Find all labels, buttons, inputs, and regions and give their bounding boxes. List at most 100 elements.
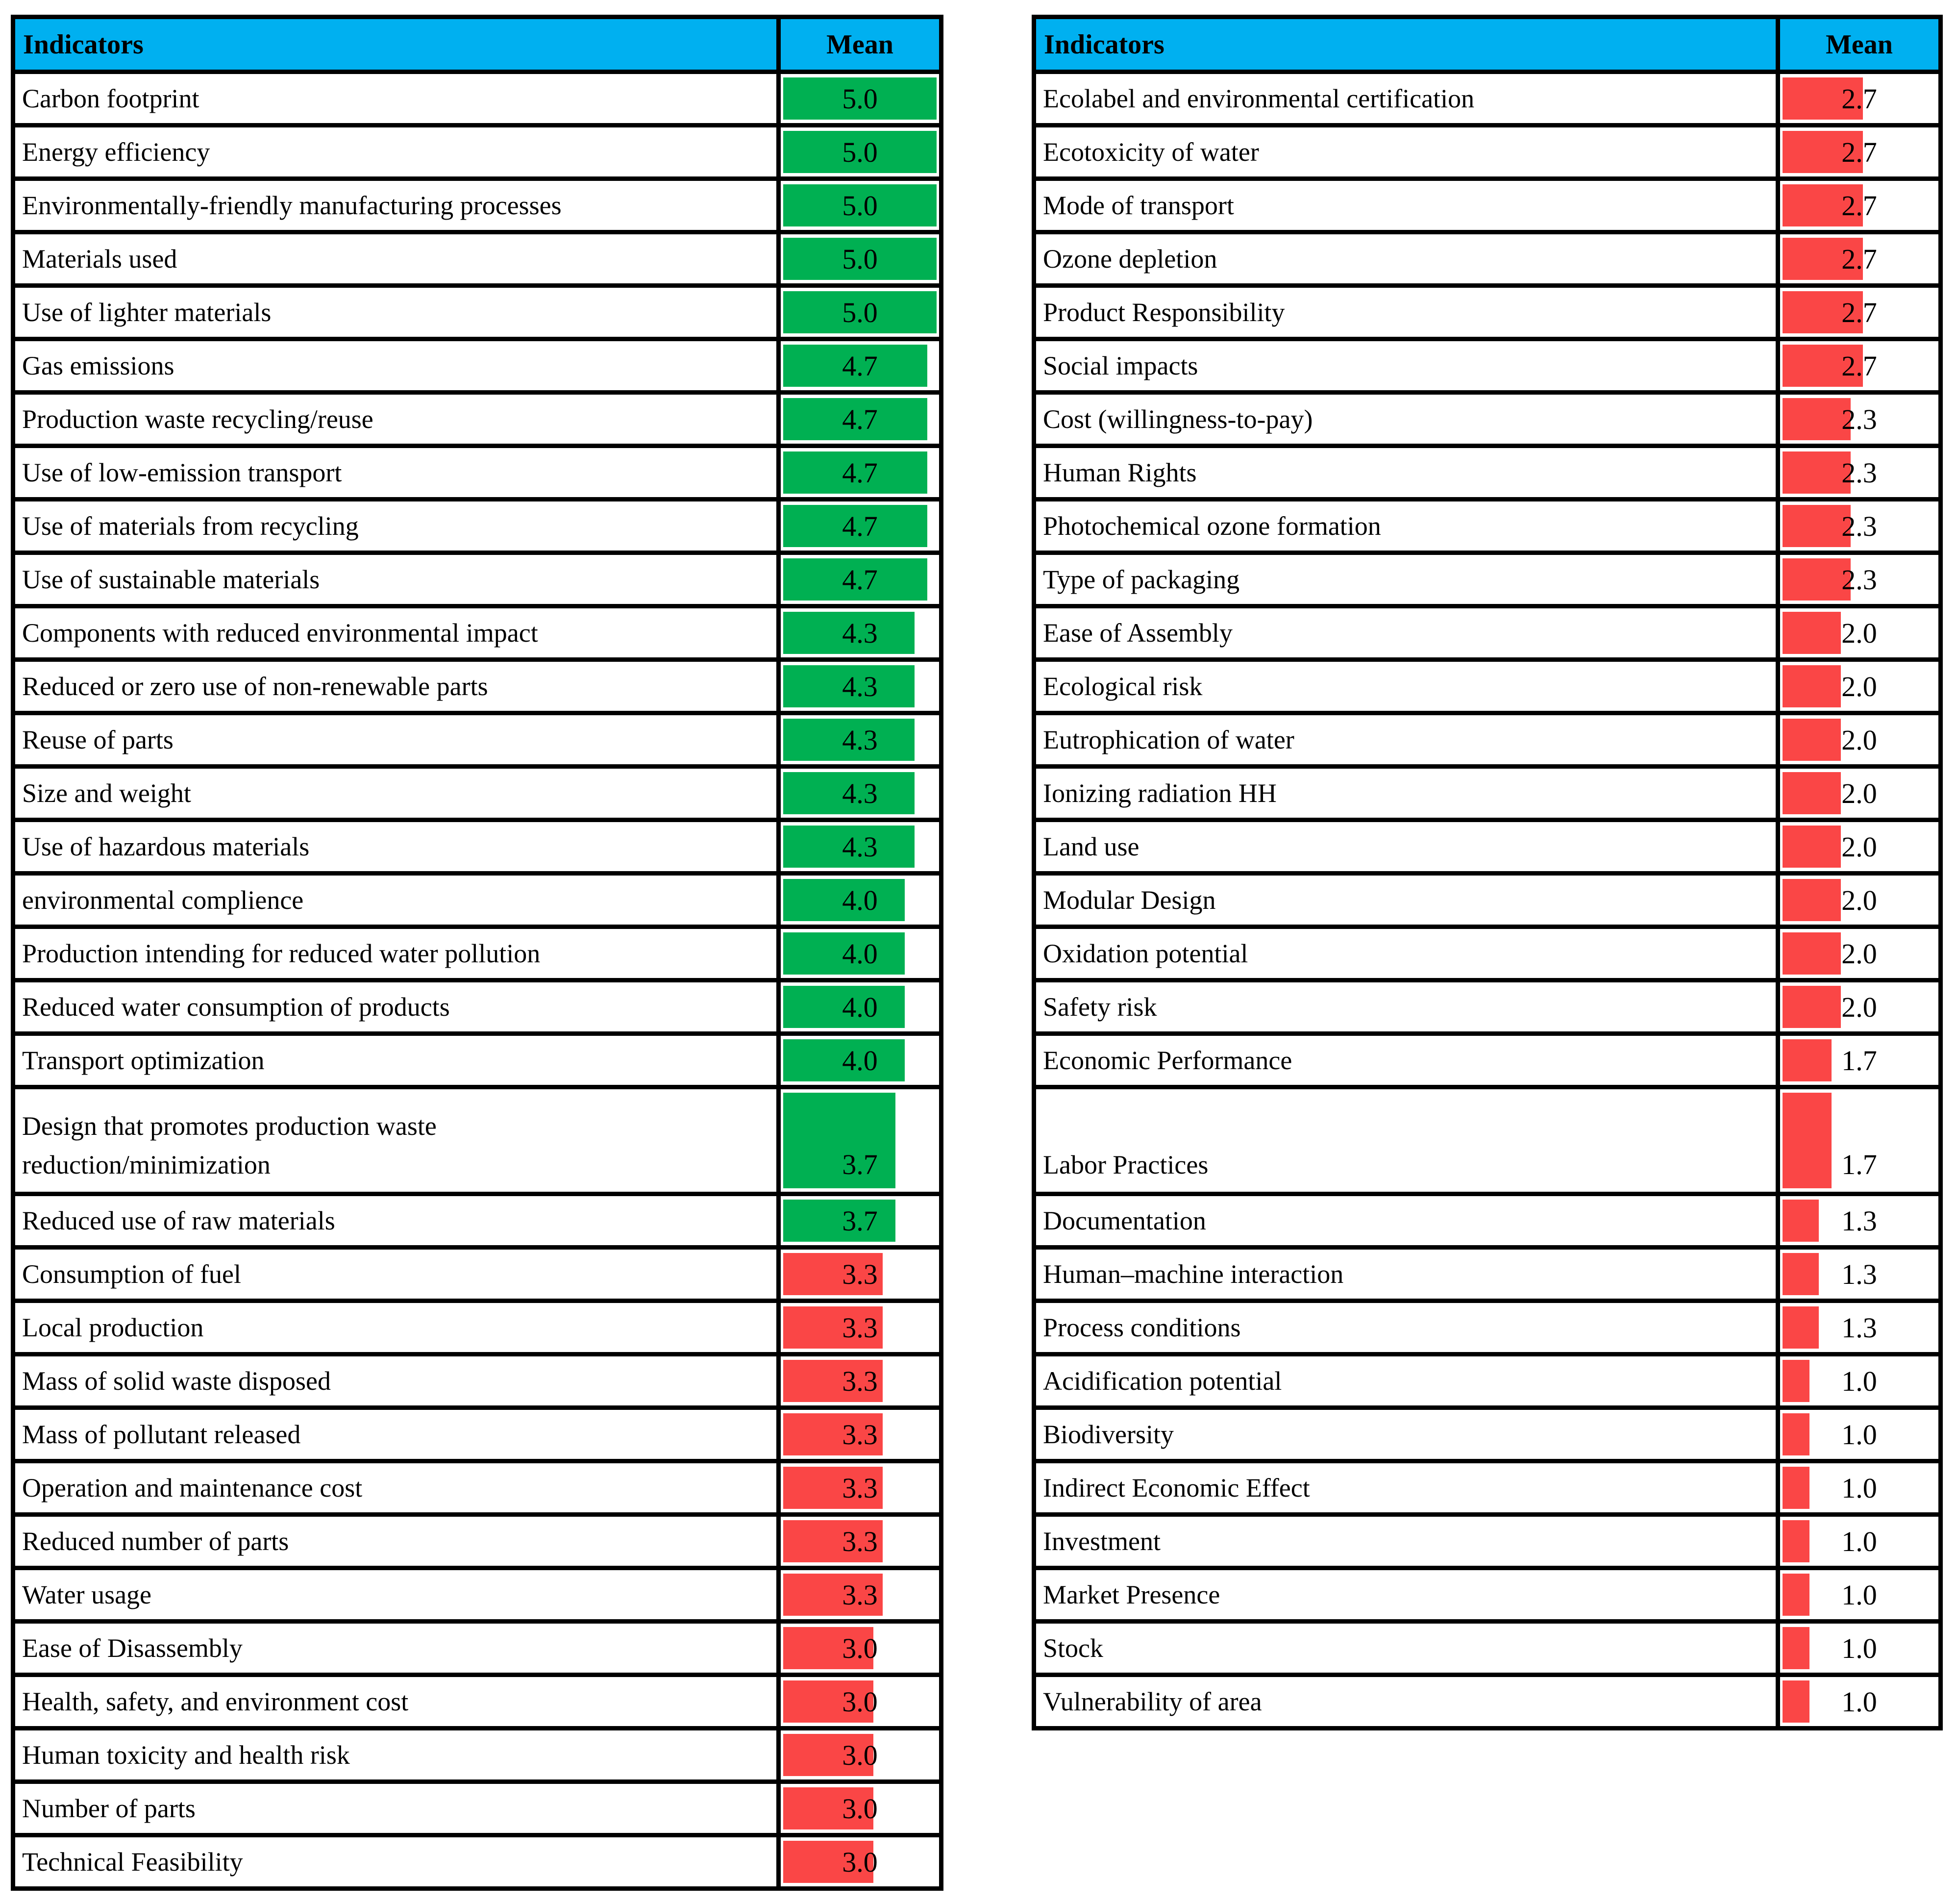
mean-value: 2.7	[1841, 136, 1877, 168]
indicator-label: Labor Practices	[1032, 1085, 1780, 1196]
mean-data-bar	[1783, 1093, 1832, 1188]
mean-data-bar	[783, 932, 905, 975]
mean-cell: 3.0	[776, 1833, 943, 1891]
mean-value: 1.3	[1841, 1204, 1877, 1237]
mean-data-bar	[783, 291, 937, 333]
indicator-label: Human–machine interaction	[1032, 1245, 1780, 1303]
indicator-label: environmental complience	[11, 871, 781, 929]
table-row: Investment 1.0	[1032, 1512, 1943, 1570]
indicator-label: Use of materials from recycling	[11, 497, 781, 555]
indicator-label: Ecological risk	[1032, 657, 1780, 715]
mean-cell: 2.0	[1776, 764, 1943, 822]
mean-cell: 4.0	[776, 871, 943, 929]
mean-value: 3.0	[842, 1632, 878, 1664]
indicator-label: Stock	[1032, 1619, 1780, 1677]
indicator-label: Land use	[1032, 818, 1780, 876]
mean-cell: 3.3	[776, 1299, 943, 1356]
mean-value: 3.3	[842, 1365, 878, 1397]
mean-cell: 4.7	[776, 390, 943, 448]
mean-value: 5.0	[842, 189, 878, 222]
mean-data-bar	[1783, 665, 1841, 707]
mean-cell: 1.7	[1776, 1031, 1943, 1089]
table-row: Documentation 1.3	[1032, 1192, 1943, 1250]
indicator-label: Biodiversity	[1032, 1405, 1780, 1463]
mean-cell: 2.7	[1776, 176, 1943, 234]
mean-data-bar	[1783, 398, 1851, 440]
indicator-label: Oxidation potential	[1032, 925, 1780, 982]
mean-data-bar	[783, 772, 915, 814]
table-row: Local production 3.3	[11, 1299, 943, 1356]
mean-value: 1.0	[1841, 1525, 1877, 1557]
mean-cell: 2.3	[1776, 390, 1943, 448]
mean-data-bar	[783, 1520, 883, 1562]
mean-data-bar	[783, 1787, 873, 1829]
mean-data-bar	[783, 1627, 873, 1669]
mean-data-bar	[783, 1467, 883, 1509]
mean-data-bar	[783, 986, 905, 1028]
mean-value: 1.0	[1841, 1472, 1877, 1504]
mean-data-bar	[1783, 1627, 1809, 1669]
indicator-label: Product Responsibility	[1032, 283, 1780, 341]
mean-data-bar	[1783, 238, 1863, 280]
mean-value: 4.3	[842, 617, 878, 649]
mean-cell: 1.3	[1776, 1245, 1943, 1303]
indicator-label: Materials used	[11, 230, 781, 288]
mean-value: 2.7	[1841, 189, 1877, 222]
indicator-label: Reuse of parts	[11, 711, 781, 769]
mean-cell: 3.3	[776, 1245, 943, 1303]
mean-data-bar	[1783, 826, 1841, 868]
mean-value: 2.0	[1841, 617, 1877, 649]
mean-value: 1.7	[1841, 1044, 1877, 1077]
table-row: Consumption of fuel 3.3	[11, 1245, 943, 1303]
mean-cell: 2.7	[1776, 70, 1943, 127]
mean-cell: 2.0	[1776, 925, 1943, 982]
indicators-column-header: Indicators	[1032, 15, 1780, 74]
table-row: Mass of solid waste disposed 3.3	[11, 1352, 943, 1410]
indicator-label: Use of hazardous materials	[11, 818, 781, 876]
indicator-label: Ease of Assembly	[1032, 604, 1780, 662]
mean-value: 1.7	[1841, 1149, 1877, 1180]
mean-data-bar	[1783, 1520, 1809, 1562]
table-row: Ionizing radiation HH 2.0	[1032, 764, 1943, 822]
mean-data-bar	[1783, 1306, 1819, 1349]
mean-value: 2.7	[1841, 82, 1877, 115]
table-row: Use of hazardous materials 4.3	[11, 818, 943, 876]
table-row: Vulnerability of area 1.0	[1032, 1673, 1943, 1730]
indicator-label: Mass of solid waste disposed	[11, 1352, 781, 1410]
mean-data-bar	[1783, 291, 1863, 333]
mean-cell: 4.3	[776, 657, 943, 715]
indicator-label: Ozone depletion	[1032, 230, 1780, 288]
mean-cell: 2.3	[1776, 497, 1943, 555]
mean-value: 2.0	[1841, 884, 1877, 916]
mean-value: 2.3	[1841, 403, 1877, 435]
table-row: Human toxicity and health risk 3.0	[11, 1726, 943, 1784]
mean-cell: 5.0	[776, 230, 943, 288]
mean-value: 3.0	[842, 1792, 878, 1825]
mean-data-bar	[1783, 879, 1841, 921]
mean-data-bar	[783, 879, 905, 921]
mean-cell: 2.7	[1776, 230, 1943, 288]
table-row: Components with reduced environmental im…	[11, 604, 943, 662]
mean-value: 1.0	[1841, 1365, 1877, 1397]
mean-cell: 1.0	[1776, 1673, 1943, 1730]
indicator-label: Ease of Disassembly	[11, 1619, 781, 1677]
mean-value: 2.0	[1841, 830, 1877, 863]
mean-cell: 2.3	[1776, 444, 1943, 501]
mean-data-bar	[783, 558, 927, 601]
indicator-label: Cost (willingness-to-pay)	[1032, 390, 1780, 448]
indicator-label: Energy efficiency	[11, 123, 781, 181]
mean-data-bar	[1783, 1574, 1809, 1616]
table-header-row: Indicators Mean	[11, 15, 943, 74]
table-row: Mode of transport 2.7	[1032, 176, 1943, 234]
table-row: Stock 1.0	[1032, 1619, 1943, 1677]
mean-cell: 4.0	[776, 925, 943, 982]
indicator-label: Economic Performance	[1032, 1031, 1780, 1089]
mean-value: 2.0	[1841, 724, 1877, 756]
mean-cell: 3.0	[776, 1779, 943, 1837]
mean-data-bar	[1783, 558, 1851, 601]
indicator-label: Number of parts	[11, 1779, 781, 1837]
mean-value: 3.0	[842, 1739, 878, 1771]
mean-cell: 3.0	[776, 1619, 943, 1677]
mean-value: 2.0	[1841, 937, 1877, 970]
